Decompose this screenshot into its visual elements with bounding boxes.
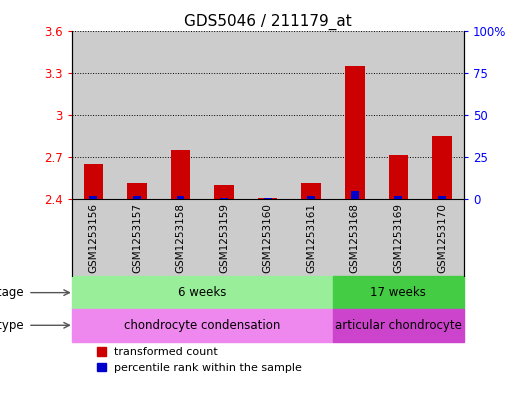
Bar [158,31,202,276]
Text: cell type: cell type [0,319,24,332]
Bar [202,31,246,276]
Bar [127,183,147,199]
Bar [72,276,333,309]
Bar [388,154,408,199]
Bar [438,196,446,199]
Bar [214,185,234,199]
Bar [258,198,278,199]
Bar [90,196,98,199]
Bar [115,31,158,276]
Bar [307,196,315,199]
Text: GSM1253157: GSM1253157 [132,203,142,273]
Bar [333,276,464,309]
Bar [72,309,333,342]
Text: GSM1253160: GSM1253160 [263,203,272,273]
Bar [302,183,321,199]
Bar [176,196,184,199]
Bar [264,198,271,199]
Bar [377,31,420,276]
Bar [333,31,377,276]
Bar [420,31,464,276]
Text: GSM1253156: GSM1253156 [89,203,99,273]
Bar [351,191,359,199]
Bar [133,196,141,199]
Bar [72,31,115,276]
Legend: transformed count, percentile rank within the sample: transformed count, percentile rank withi… [96,347,303,373]
Text: GSM1253161: GSM1253161 [306,203,316,273]
Bar [220,198,228,199]
Bar [84,164,103,199]
Bar [246,31,289,276]
Bar [394,196,402,199]
Text: GSM1253170: GSM1253170 [437,203,447,273]
Text: 6 weeks: 6 weeks [178,286,226,299]
Text: 17 weeks: 17 weeks [370,286,426,299]
Bar [171,151,190,199]
Text: GSM1253168: GSM1253168 [350,203,360,273]
Bar [432,136,452,199]
Text: development stage: development stage [0,286,24,299]
Title: GDS5046 / 211179_at: GDS5046 / 211179_at [184,14,351,30]
Text: GSM1253169: GSM1253169 [393,203,403,273]
Bar [333,309,464,342]
Bar [345,66,365,199]
Text: chondrocyte condensation: chondrocyte condensation [124,319,280,332]
Text: GSM1253159: GSM1253159 [219,203,229,273]
Text: GSM1253158: GSM1253158 [175,203,186,273]
Text: articular chondrocyte: articular chondrocyte [335,319,462,332]
Bar [289,31,333,276]
